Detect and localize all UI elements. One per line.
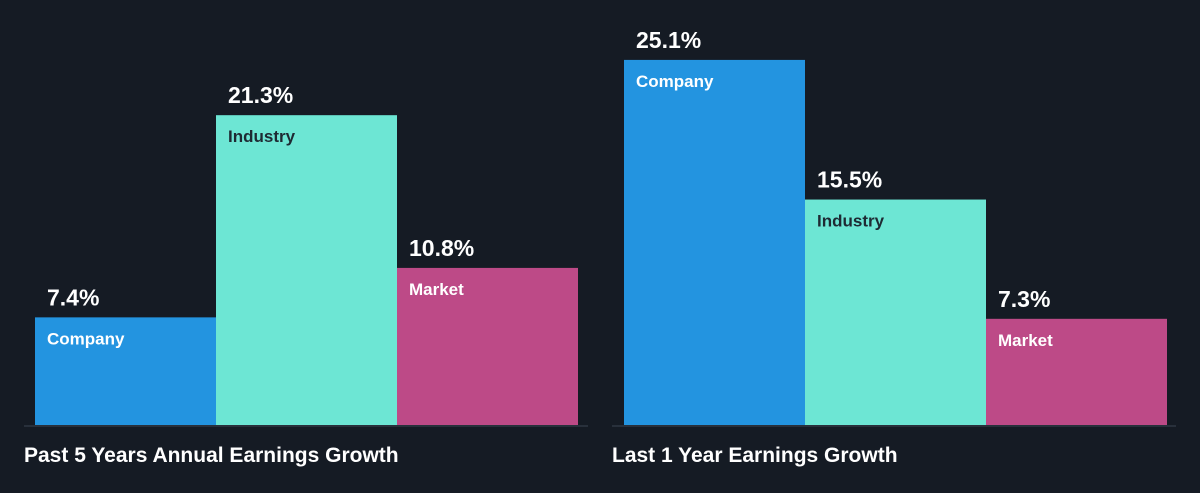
chart-title-last-1-year: Last 1 Year Earnings Growth [612,444,898,467]
value-label-industry-last-1-year: 15.5% [817,167,882,193]
category-label-industry-last-1-year: Industry [817,212,885,231]
bar-company-past-5-years [35,317,216,425]
bar-industry-past-5-years [216,115,397,425]
bar-market-last-1-year [986,318,1167,425]
category-label-company-past-5-years: Company [47,329,125,348]
category-label-market-last-1-year: Market [998,331,1053,350]
category-label-industry-past-5-years: Industry [228,127,296,146]
value-label-industry-past-5-years: 21.3% [228,82,293,108]
value-label-market-past-5-years: 10.8% [409,235,474,261]
value-label-company-past-5-years: 7.4% [47,284,99,310]
value-label-company-last-1-year: 25.1% [636,27,701,53]
category-label-company-last-1-year: Company [636,72,714,91]
value-label-market-last-1-year: 7.3% [998,286,1050,312]
chart-title-past-5-years: Past 5 Years Annual Earnings Growth [24,444,399,467]
bar-industry-last-1-year [805,199,986,425]
bar-company-last-1-year [624,59,805,426]
bar-market-past-5-years [397,267,578,425]
category-label-market-past-5-years: Market [409,280,464,299]
